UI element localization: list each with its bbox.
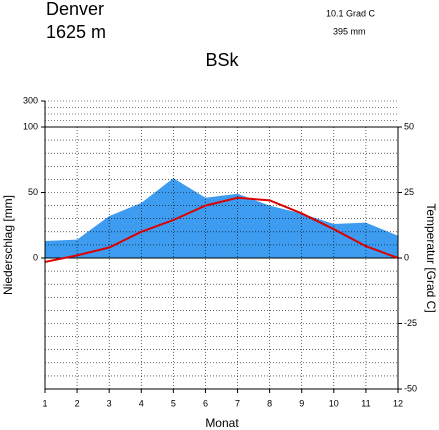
mean-temperature: 10.1 Grad C [326, 8, 376, 18]
y-tick-label: 100 [23, 121, 38, 131]
y-tick-label: 50 [28, 187, 38, 197]
climate-class: BSk [205, 50, 239, 70]
x-tick-label: 5 [171, 398, 176, 408]
chart-subtitle: 1625 m [46, 22, 106, 42]
y-axis-label: Niederschlag [mm] [1, 195, 15, 295]
y2-tick-label: 50 [404, 121, 414, 131]
precipitation-area [45, 178, 398, 258]
x-tick-label: 8 [267, 398, 272, 408]
y2-tick-label: -50 [404, 383, 417, 393]
y-tick-label: 0 [33, 252, 38, 262]
x-tick-label: 10 [329, 398, 339, 408]
x-tick-label: 6 [203, 398, 208, 408]
x-tick-label: 2 [75, 398, 80, 408]
x-tick-label: 11 [361, 398, 370, 408]
annual-precipitation: 395 mm [333, 26, 366, 36]
x-tick-label: 12 [393, 398, 403, 408]
temperature-line [44, 196, 399, 263]
y2-tick-label: -25 [404, 318, 417, 328]
x-tick-label: 1 [42, 398, 47, 408]
y-tick-label: 300 [23, 95, 38, 105]
x-axis-label: Monat [205, 416, 239, 430]
x-tick-label: 4 [139, 398, 144, 408]
x-tick-label: 9 [299, 398, 304, 408]
y2-tick-label: 25 [404, 187, 414, 197]
y2-axis-label: Temperatur [Grad C] [424, 203, 438, 312]
x-tick-label: 7 [235, 398, 240, 408]
x-tick-label: 3 [107, 398, 112, 408]
y2-tick-label: 0 [404, 252, 409, 262]
chart-title: Denver [46, 0, 104, 19]
